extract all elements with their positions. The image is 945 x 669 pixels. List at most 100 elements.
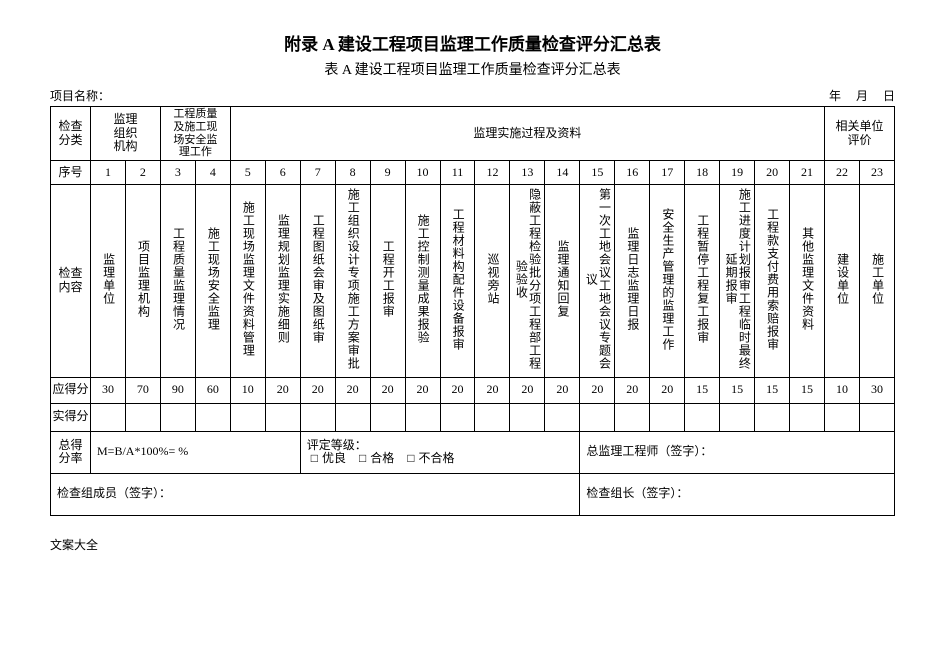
a5	[230, 403, 265, 431]
c8: 施工组织设计专项施工方案审批	[335, 185, 370, 378]
s14: 20	[545, 377, 580, 403]
year-label: 年	[829, 89, 841, 103]
s21: 15	[790, 377, 825, 403]
a15	[580, 403, 615, 431]
a14	[545, 403, 580, 431]
c2: 项目监理机构	[125, 185, 160, 378]
a18	[685, 403, 720, 431]
s18: 15	[685, 377, 720, 403]
s19: 15	[720, 377, 755, 403]
c16: 监理日志监理日报	[615, 185, 650, 378]
seq-17: 17	[650, 161, 685, 185]
a13	[510, 403, 545, 431]
a22	[825, 403, 860, 431]
category-row-label: 检查 分类	[51, 107, 91, 161]
a20	[755, 403, 790, 431]
day-label: 日	[883, 89, 895, 103]
a21	[790, 403, 825, 431]
c5: 施工现场监理文件资料管理	[230, 185, 265, 378]
seq-6: 6	[265, 161, 300, 185]
checkbox-icon: □	[311, 451, 318, 465]
rate-row: 总得 分率 M=B/A*100%= % 评定等级： □优良 □合格 □不合格 总…	[51, 431, 895, 473]
c3: 工程质量监理情况	[160, 185, 195, 378]
seq-4: 4	[195, 161, 230, 185]
s6: 20	[265, 377, 300, 403]
a3	[160, 403, 195, 431]
meta-row: 项目名称： 年 月 日	[50, 87, 895, 104]
should-score-row: 应得分 30 70 90 60 10 20 20 20 20 20 20 20 …	[51, 377, 895, 403]
date-fields: 年 月 日	[829, 87, 895, 104]
s20: 15	[755, 377, 790, 403]
actual-row-label: 实得分	[51, 403, 91, 431]
members-sign: 检查组成员（签字）：	[51, 473, 580, 515]
leader-sign: 检查组长（签字）：	[580, 473, 895, 515]
page-subtitle: 表 A 建设工程项目监理工作质量检查评分汇总表	[50, 59, 895, 79]
seq-5: 5	[230, 161, 265, 185]
group-3: 监理实施过程及资料	[230, 107, 824, 161]
s4: 60	[195, 377, 230, 403]
seq-14: 14	[545, 161, 580, 185]
checkbox-icon: □	[407, 451, 414, 465]
s12: 20	[475, 377, 510, 403]
s2: 70	[125, 377, 160, 403]
c4: 施工现场安全监理	[195, 185, 230, 378]
should-row-label: 应得分	[51, 377, 91, 403]
c12: 巡视旁站	[475, 185, 510, 378]
a7	[300, 403, 335, 431]
s15: 20	[580, 377, 615, 403]
s5: 10	[230, 377, 265, 403]
seq-8: 8	[335, 161, 370, 185]
seq-23: 23	[859, 161, 894, 185]
s23: 30	[859, 377, 894, 403]
month-label: 月	[856, 89, 868, 103]
seq-15: 15	[580, 161, 615, 185]
a23	[859, 403, 894, 431]
s17: 20	[650, 377, 685, 403]
a6	[265, 403, 300, 431]
rate-formula: M=B/A*100%= %	[91, 431, 301, 473]
group-2: 工程质量 及施工现 场安全监 理工作	[160, 107, 230, 161]
a1	[91, 403, 126, 431]
c22: 建设单位	[825, 185, 860, 378]
actual-score-row: 实得分	[51, 403, 895, 431]
a19	[720, 403, 755, 431]
s3: 90	[160, 377, 195, 403]
a12	[475, 403, 510, 431]
project-name-label: 项目名称：	[50, 87, 110, 104]
c20: 工程款支付费用索赔报审	[755, 185, 790, 378]
seq-16: 16	[615, 161, 650, 185]
s16: 20	[615, 377, 650, 403]
s13: 20	[510, 377, 545, 403]
s7: 20	[300, 377, 335, 403]
c17: 安全生产管理的监理工作	[650, 185, 685, 378]
c23: 施工单位	[859, 185, 894, 378]
seq-11: 11	[440, 161, 475, 185]
seq-12: 12	[475, 161, 510, 185]
c7: 工程图纸会审及图纸审	[300, 185, 335, 378]
seq-21: 21	[790, 161, 825, 185]
seq-18: 18	[685, 161, 720, 185]
seq-13: 13	[510, 161, 545, 185]
group-4: 相关单位 评价	[825, 107, 895, 161]
a17	[650, 403, 685, 431]
seq-1: 1	[91, 161, 126, 185]
a9	[370, 403, 405, 431]
c9: 工程开工报审	[370, 185, 405, 378]
seq-row-label: 序号	[51, 161, 91, 185]
a10	[405, 403, 440, 431]
a2	[125, 403, 160, 431]
seq-row: 序号 1 2 3 4 5 6 7 8 9 10 11 12 13 14 15 1…	[51, 161, 895, 185]
seq-22: 22	[825, 161, 860, 185]
s11: 20	[440, 377, 475, 403]
s10: 20	[405, 377, 440, 403]
assess-label: 评定等级：	[307, 438, 367, 452]
seq-7: 7	[300, 161, 335, 185]
c21: 其他监理文件资料	[790, 185, 825, 378]
c18: 工程暂停工程复工报审	[685, 185, 720, 378]
seq-3: 3	[160, 161, 195, 185]
page-title: 附录 A 建设工程项目监理工作质量检查评分汇总表	[50, 30, 895, 55]
c6: 监理规划监理实施细则	[265, 185, 300, 378]
seq-19: 19	[720, 161, 755, 185]
content-row-label: 检查 内容	[51, 185, 91, 378]
a4	[195, 403, 230, 431]
